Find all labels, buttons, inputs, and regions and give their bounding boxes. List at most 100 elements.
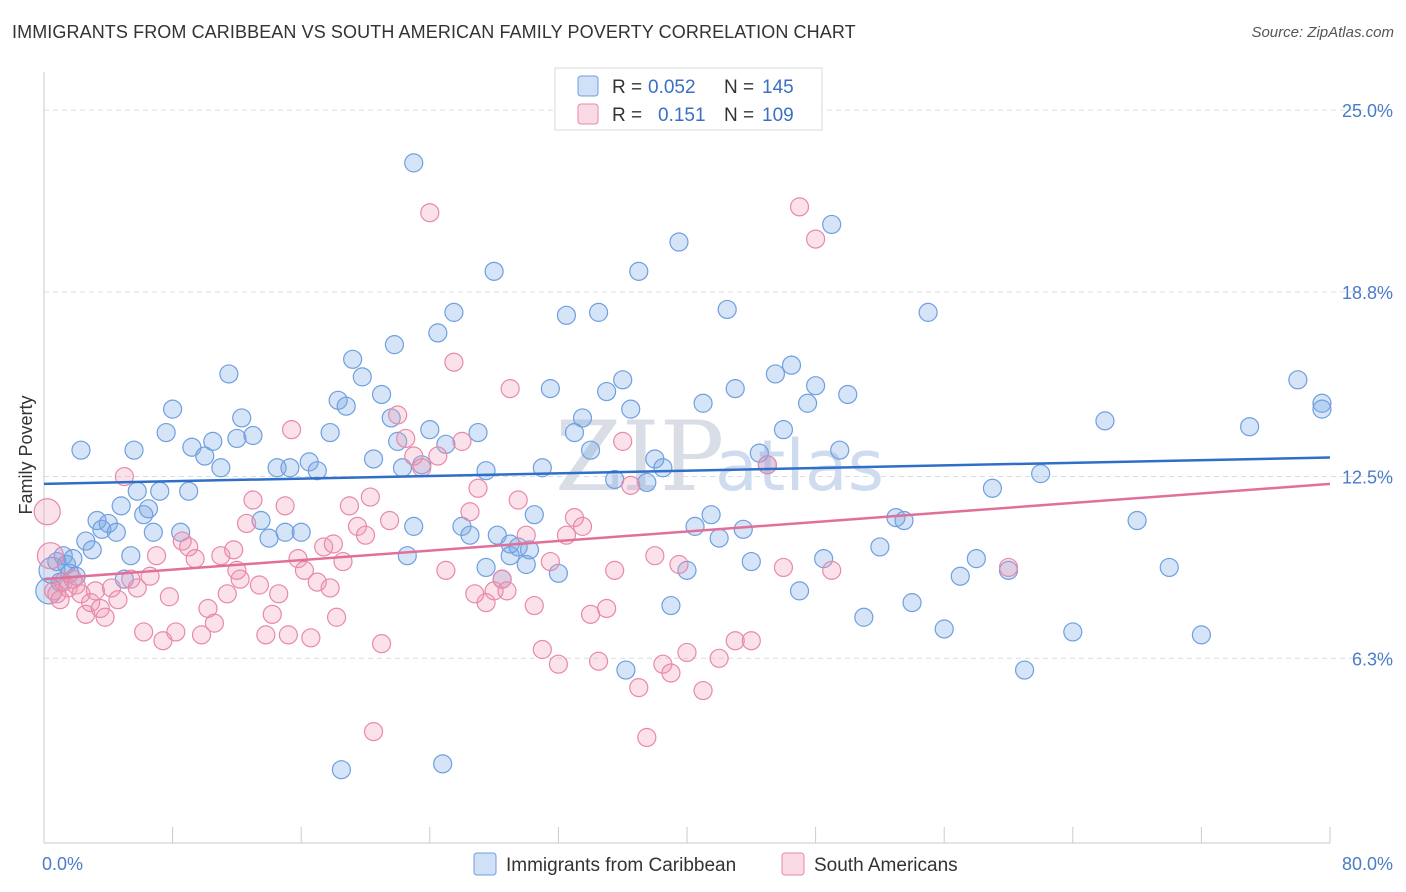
- watermark-zip: ZIP: [555, 401, 724, 513]
- south-american-point-78: [548, 654, 569, 674]
- legend-r-label-1: R =: [612, 77, 642, 98]
- y-tick-label-2: 18.8%: [1342, 283, 1393, 303]
- south-american-point-87: [621, 475, 641, 495]
- caribbean-point-20: [127, 481, 147, 501]
- caribbean-point-103: [789, 581, 810, 601]
- south-american-point-11: [81, 593, 101, 613]
- caribbean-point-12: [87, 510, 107, 531]
- caribbean-point-118: [966, 549, 986, 569]
- caribbean-point-69: [516, 554, 536, 575]
- caribbean-point-63: [468, 422, 488, 443]
- south-american-point-93: [669, 554, 689, 575]
- series-south-american-points: [33, 197, 1019, 748]
- caribbean-point-76: [572, 408, 593, 428]
- caribbean-point-54: [397, 546, 417, 566]
- caribbean-point-129: [1288, 370, 1308, 390]
- caribbean-point-83: [629, 261, 649, 281]
- south-american-point-14: [95, 607, 115, 627]
- legend-n-value-2: 109: [762, 105, 794, 126]
- caribbean-point-18: [121, 546, 141, 566]
- caribbean-point-77: [580, 440, 601, 460]
- south-american-point-95: [693, 680, 713, 701]
- south-american-point-66: [452, 431, 472, 451]
- south-american-point-46: [301, 628, 321, 648]
- south-american-point-39: [256, 625, 276, 645]
- caribbean-point-138: [487, 525, 507, 545]
- caribbean-point-44: [307, 461, 327, 481]
- legend-r-value-1: 0.052: [648, 77, 696, 98]
- caribbean-point-94: [717, 299, 737, 320]
- y-axis-label: Family Poverty: [16, 395, 36, 514]
- south-american-point-67: [460, 502, 480, 522]
- south-american-point-104: [998, 557, 1019, 578]
- caribbean-point-71: [532, 458, 552, 478]
- caribbean-point-82: [621, 399, 641, 419]
- caribbean-point-50: [363, 449, 384, 469]
- caribbean-point-45: [320, 422, 340, 443]
- legend-r-label-2: R =: [612, 105, 642, 126]
- chart-title: IMMIGRANTS FROM CARIBBEAN VS SOUTH AMERI…: [12, 22, 856, 42]
- y-tick-label-0: 6.3%: [1352, 649, 1393, 669]
- caribbean-point-7: [63, 549, 83, 569]
- south-american-point-28: [185, 549, 205, 569]
- caribbean-point-114: [902, 593, 922, 613]
- bottom-legend-swatch-blue: [473, 852, 497, 876]
- south-american-point-99: [757, 455, 777, 475]
- caribbean-point-62: [460, 525, 480, 545]
- caribbean-point-48: [343, 349, 363, 369]
- south-american-point-76: [532, 639, 552, 660]
- caribbean-point-124: [1095, 411, 1115, 431]
- caribbean-point-25: [156, 422, 176, 443]
- south-american-point-50: [326, 607, 347, 627]
- caribbean-point-28: [179, 481, 199, 501]
- south-american-point-102: [805, 229, 826, 249]
- legend-swatch-pink: [577, 103, 599, 125]
- legend-n-label-2: N =: [724, 105, 754, 126]
- caribbean-point-131: [1312, 399, 1332, 419]
- correlation-legend: R = 0.052 N = 145 R = 0.151 N = 109: [554, 67, 823, 131]
- caribbean-point-88: [669, 232, 689, 252]
- caribbean-point-55: [404, 516, 424, 536]
- caribbean-point-108: [830, 440, 850, 460]
- south-american-point-56: [371, 634, 392, 654]
- south-american-point-57: [380, 510, 400, 531]
- caribbean-point-91: [693, 393, 713, 413]
- south-american-point-100: [773, 557, 794, 578]
- caribbean-point-110: [854, 607, 874, 627]
- south-american-point-103: [822, 560, 842, 580]
- south-american-point-92: [661, 663, 681, 683]
- south-american-point-65: [444, 352, 464, 372]
- south-american-point-12: [85, 581, 106, 601]
- south-american-point-7: [63, 569, 83, 589]
- caribbean-point-15: [106, 522, 126, 542]
- south-american-point-38: [249, 575, 270, 595]
- caribbean-point-116: [934, 619, 954, 639]
- south-american-point-34: [224, 540, 244, 560]
- south-american-point-77: [540, 551, 560, 572]
- south-american-point-72: [500, 379, 520, 399]
- caribbean-point-40: [275, 522, 295, 542]
- caribbean-point-70: [524, 505, 544, 525]
- south-american-point-85: [605, 560, 625, 580]
- caribbean-point-16: [111, 496, 131, 516]
- south-american-point-33: [217, 584, 237, 604]
- caribbean-point-51: [371, 384, 392, 405]
- caribbean-point-81: [613, 370, 633, 390]
- south-american-point-64: [436, 560, 456, 580]
- south-american-point-109: [360, 487, 380, 507]
- caribbean-point-133: [433, 754, 453, 774]
- caribbean-point-130: [1312, 393, 1332, 413]
- caribbean-point-26: [163, 399, 183, 419]
- legend-box: [554, 67, 823, 131]
- south-american-point-83: [588, 651, 609, 671]
- caribbean-point-65: [484, 261, 504, 281]
- south-american-point-0: [33, 498, 61, 526]
- south-american-point-89: [637, 727, 657, 748]
- legend-n-value-1: 145: [762, 77, 794, 98]
- south-american-point-43: [281, 420, 302, 440]
- caribbean-point-33: [219, 364, 239, 384]
- caribbean-point-57: [420, 420, 440, 440]
- caribbean-point-32: [211, 458, 231, 478]
- south-american-point-61: [412, 458, 432, 478]
